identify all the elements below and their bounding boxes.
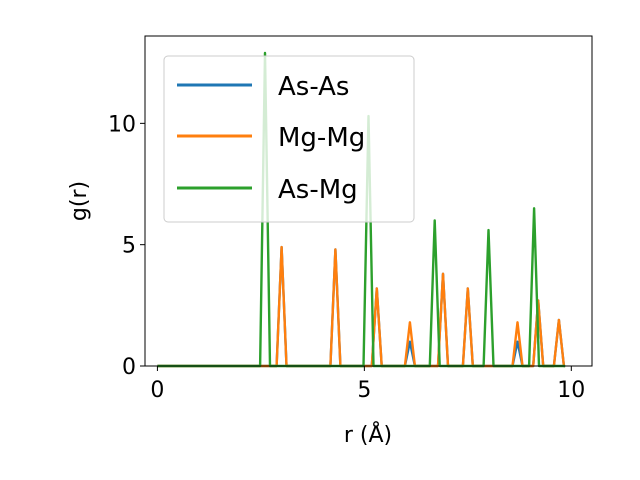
legend: As-As Mg-Mg As-Mg <box>163 55 415 223</box>
x-axis: 0 5 10 <box>150 366 585 403</box>
plot-frame <box>144 35 593 367</box>
legend-label-as-as: As-As <box>278 72 349 102</box>
series-line-as-mg <box>157 51 566 368</box>
legend-label-as-mg: As-Mg <box>278 175 358 205</box>
x-tick-label: 10 <box>557 378 585 403</box>
x-axis-label: r (Å) <box>344 421 392 448</box>
legend-label-mg-mg: Mg-Mg <box>278 123 365 153</box>
x-tick-label: 0 <box>150 378 164 403</box>
y-tick-label: 0 <box>122 355 136 380</box>
y-tick-label: 10 <box>108 112 136 137</box>
series-line-mg-mg <box>157 245 566 368</box>
y-axis-label: g(r) <box>67 181 92 221</box>
series-layer <box>157 51 566 368</box>
y-tick-label: 5 <box>122 234 136 259</box>
x-tick-label: 5 <box>357 378 371 403</box>
y-axis: 0 5 10 <box>108 112 145 380</box>
legend-box <box>163 55 415 223</box>
